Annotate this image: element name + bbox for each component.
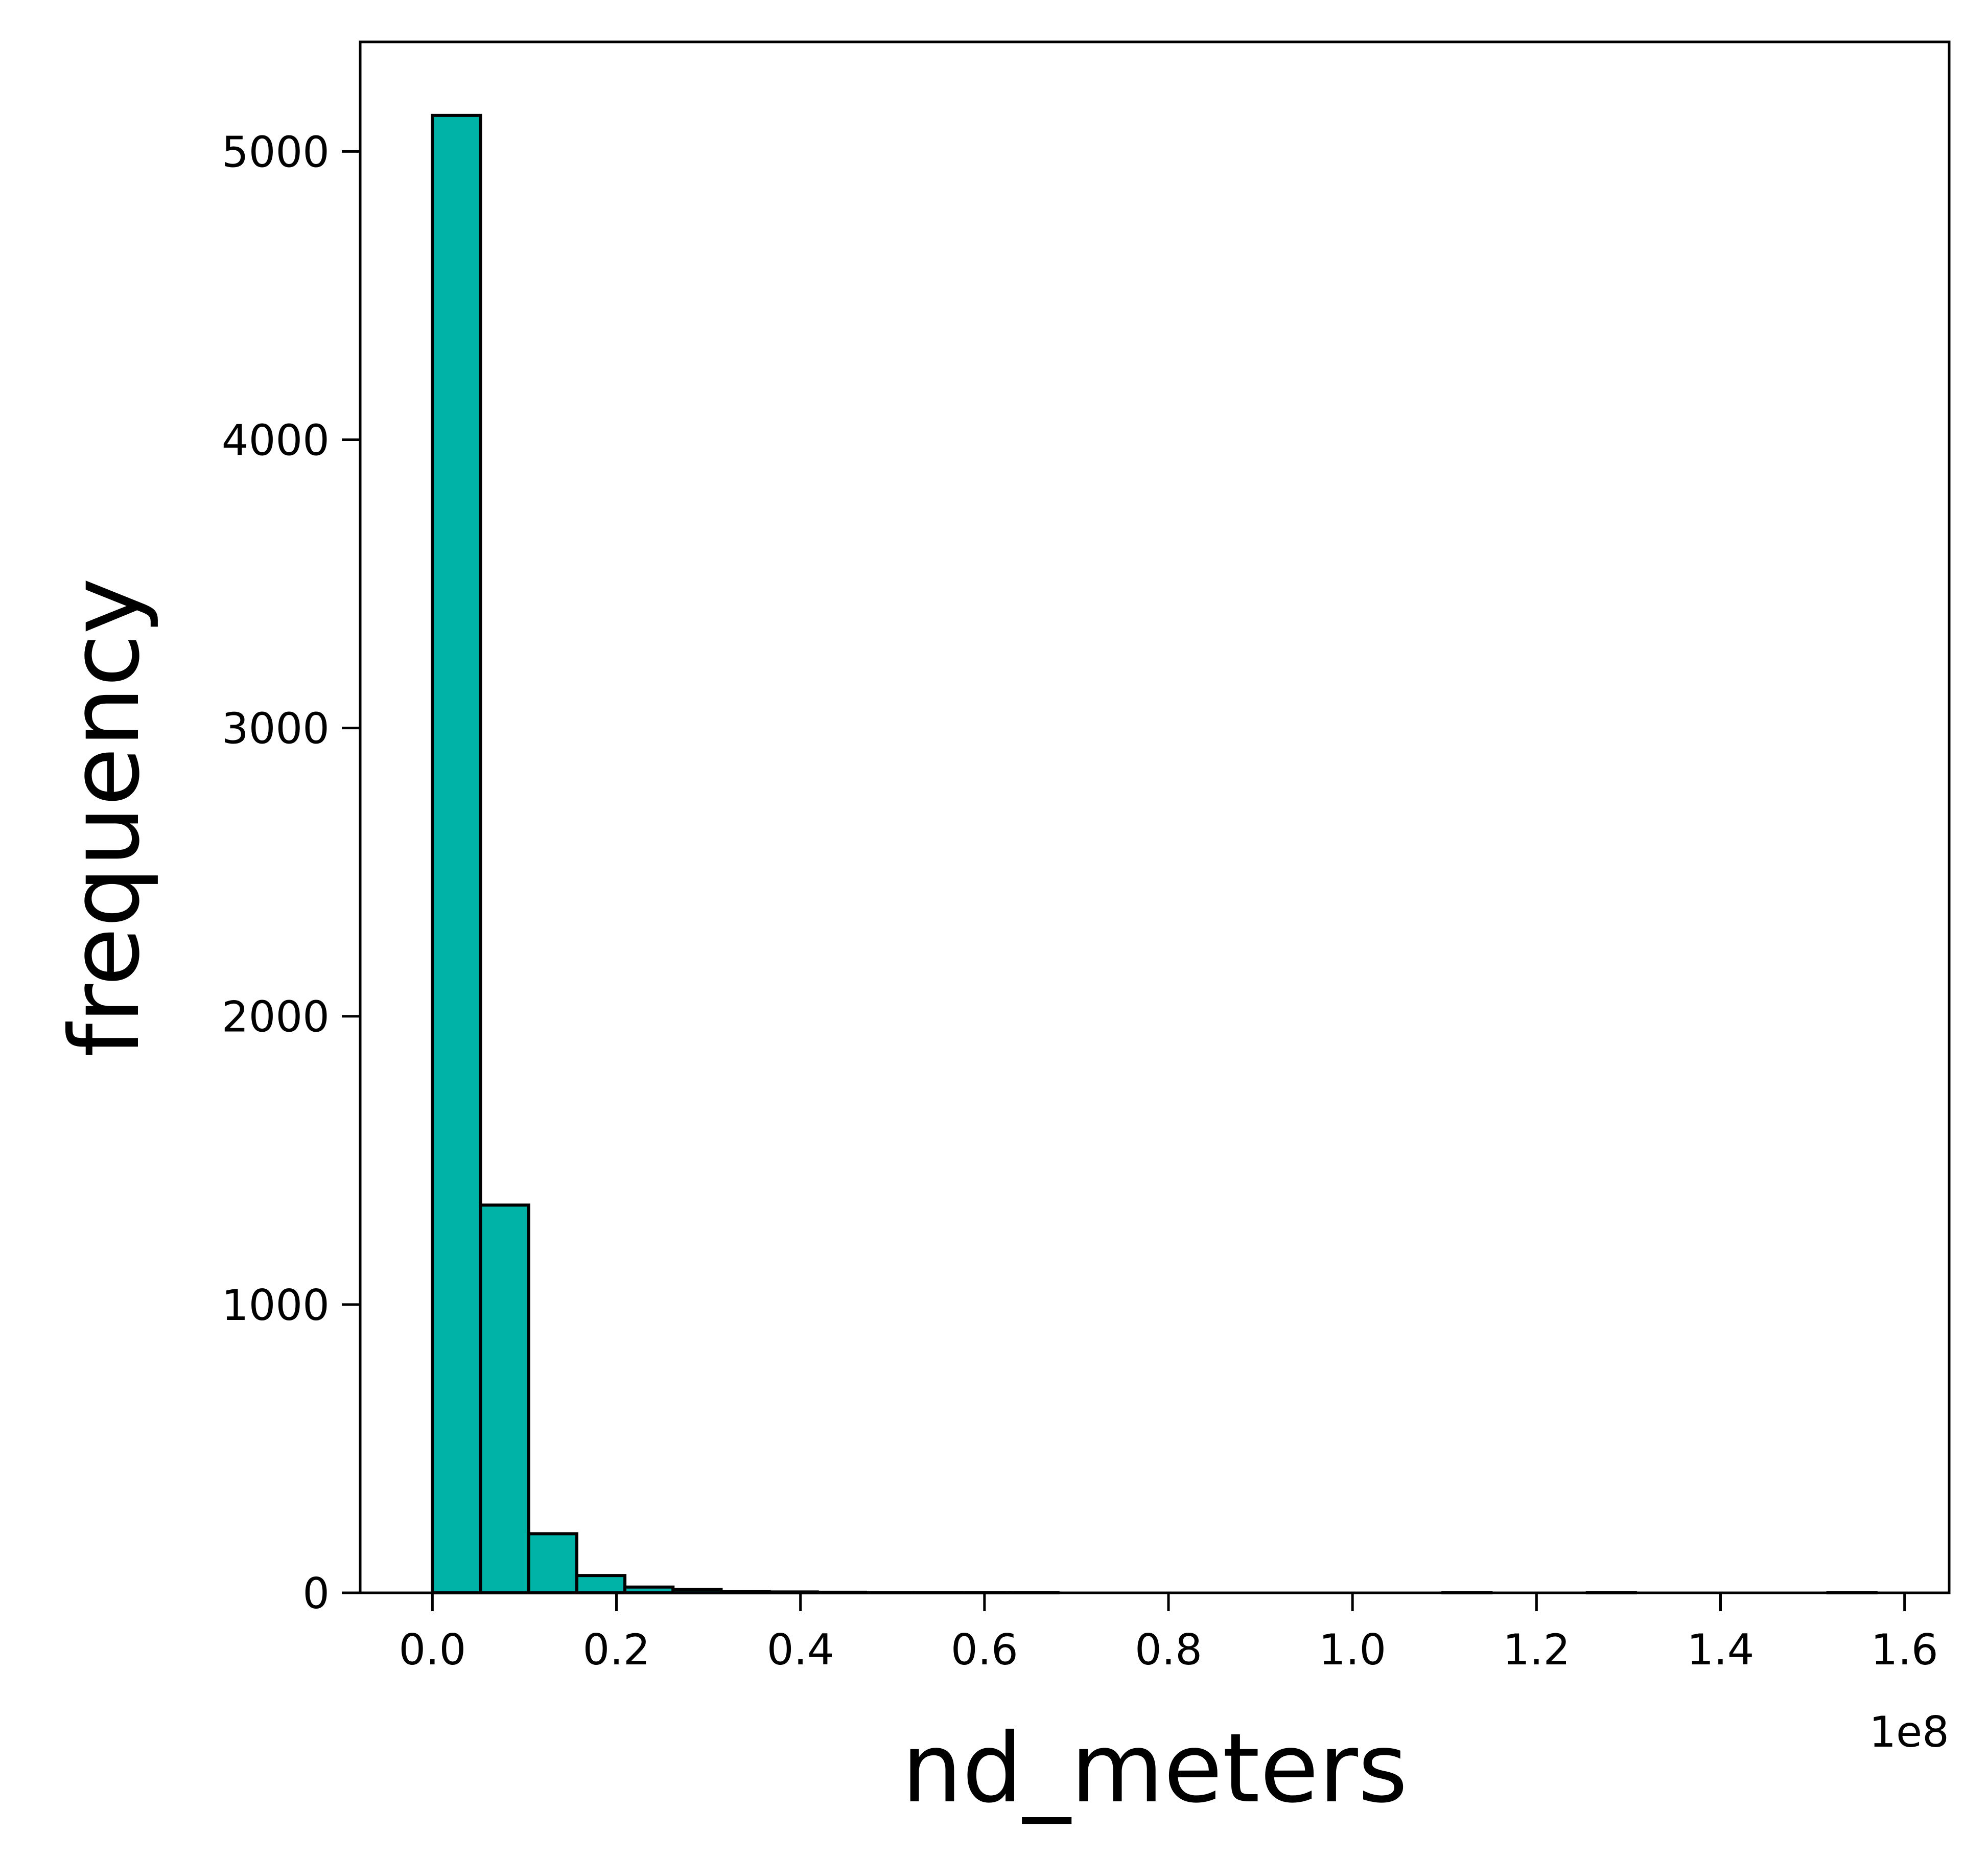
histogram-bar <box>575 1574 627 1594</box>
x-tick-label: 0.4 <box>767 1625 834 1675</box>
y-tick-label: 1000 <box>222 1281 330 1330</box>
y-tick-label: 2000 <box>222 992 330 1042</box>
x-tick-label: 1.0 <box>1319 1625 1386 1675</box>
histogram-bar <box>527 1532 578 1594</box>
x-axis-label: nd_meters <box>902 1713 1408 1824</box>
x-tick-label: 0.6 <box>951 1625 1018 1675</box>
y-tick-label: 0 <box>302 1569 330 1618</box>
x-axis-offset-label: 1e8 <box>1869 1707 1949 1757</box>
x-tick-label: 0.0 <box>399 1625 466 1675</box>
y-tick-label: 4000 <box>222 415 330 465</box>
histogram-bar <box>431 113 482 1594</box>
x-axis-ticks: 0.0 0.2 0.4 0.6 0.8 1.0 1.2 1.4 1.6 <box>399 1593 1938 1675</box>
x-tick-label: 1.2 <box>1503 1625 1570 1675</box>
x-tick-label: 1.4 <box>1687 1625 1754 1675</box>
x-tick-label: 0.2 <box>583 1625 650 1675</box>
y-tick-label: 3000 <box>222 704 330 754</box>
y-axis-label: frequency <box>50 578 161 1057</box>
histogram-bar <box>479 1203 530 1594</box>
x-tick-label: 0.8 <box>1135 1625 1202 1675</box>
x-tick-label: 1.6 <box>1871 1625 1938 1675</box>
y-tick-label: 5000 <box>222 127 330 177</box>
y-axis-ticks: 0 1000 2000 3000 4000 5000 <box>222 127 360 1618</box>
plot-frame <box>359 40 1951 1594</box>
